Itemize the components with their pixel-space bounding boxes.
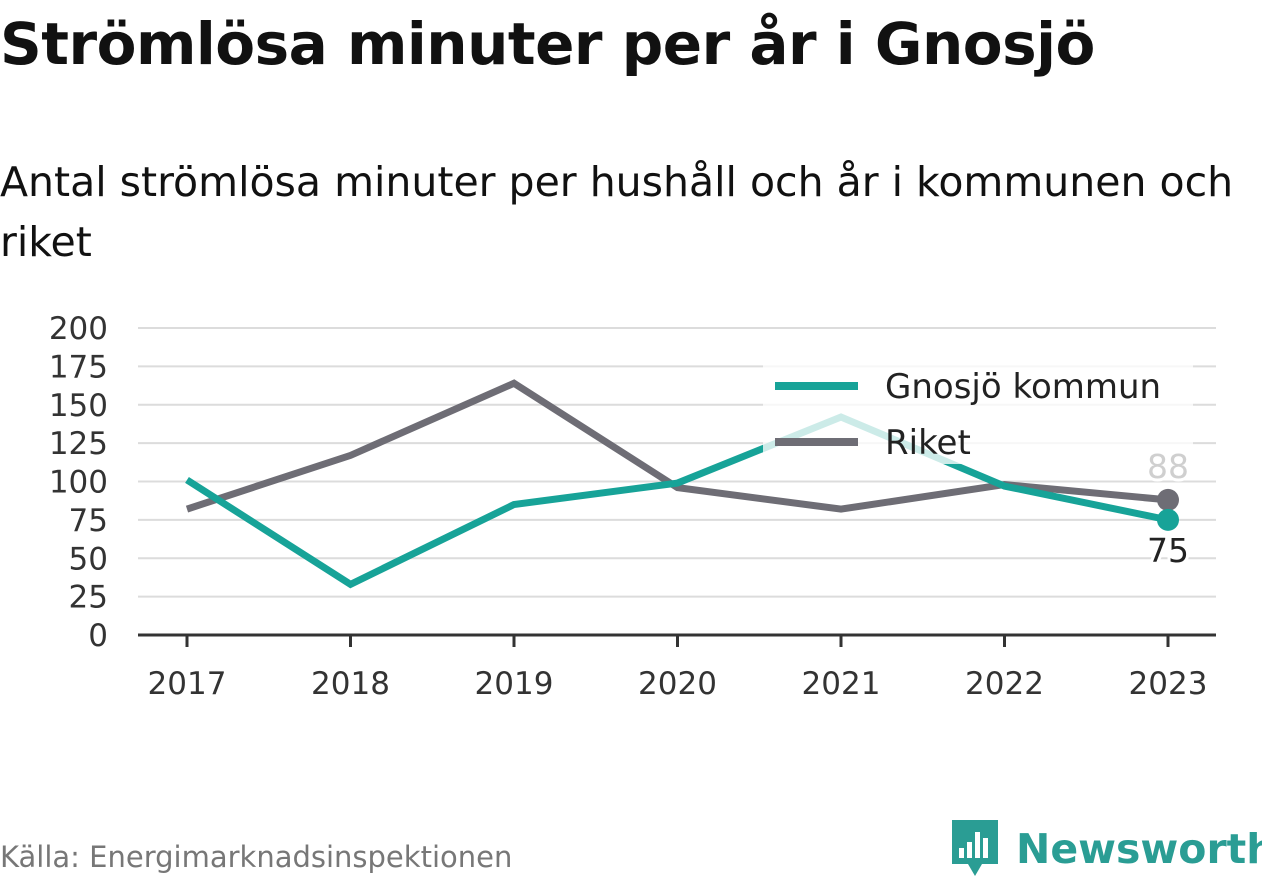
y-tick-label: 25 [69,580,108,616]
end-point-riket [1157,488,1179,511]
y-tick-label: 0 [88,618,108,654]
newsworthy-logo-icon [952,820,998,876]
chart-subtitle: Antal strömlösa minuter per hushåll och … [0,158,1234,266]
brand-logo: Newsworthy [950,818,1262,880]
x-tick-label: 2023 [1129,666,1208,702]
y-tick-label: 175 [49,349,108,385]
x-tick-label: 2022 [965,666,1044,702]
y-tick-label: 200 [49,311,108,347]
series-lines [185,379,1179,589]
y-tick-label: 75 [69,503,108,539]
legend-label-gnosjo: Gnosjö kommun [885,367,1161,407]
end-label-riket: 88 [1147,447,1189,486]
x-axis-ticks: 2017 2018 2019 2020 2021 2022 2023 [138,633,1216,702]
y-tick-label: 150 [49,388,108,424]
x-tick-label: 2020 [638,666,717,702]
end-point-gnosjo [1157,508,1179,531]
x-tick-label: 2017 [148,666,227,702]
y-tick-label: 50 [69,541,108,577]
end-label-gnosjo: 75 [1147,531,1189,570]
y-tick-label: 125 [49,426,108,462]
legend: Gnosjö kommun Riket [763,360,1193,464]
x-tick-label: 2021 [802,666,881,702]
y-tick-label: 100 [49,465,108,501]
chart-title: Strömlösa minuter per år i Gnosjö [0,10,1095,78]
end-labels: 75 88 [1144,444,1192,573]
source-note: Källa: Energimarknadsinspektionen [0,840,513,874]
series-line-gnosjo [185,413,1169,589]
legend-label-riket: Riket [885,423,971,463]
x-tick-label: 2018 [311,666,390,702]
legend-background [763,360,1193,464]
brand-name: Newsworthy [1016,825,1262,873]
x-tick-label: 2019 [475,666,554,702]
